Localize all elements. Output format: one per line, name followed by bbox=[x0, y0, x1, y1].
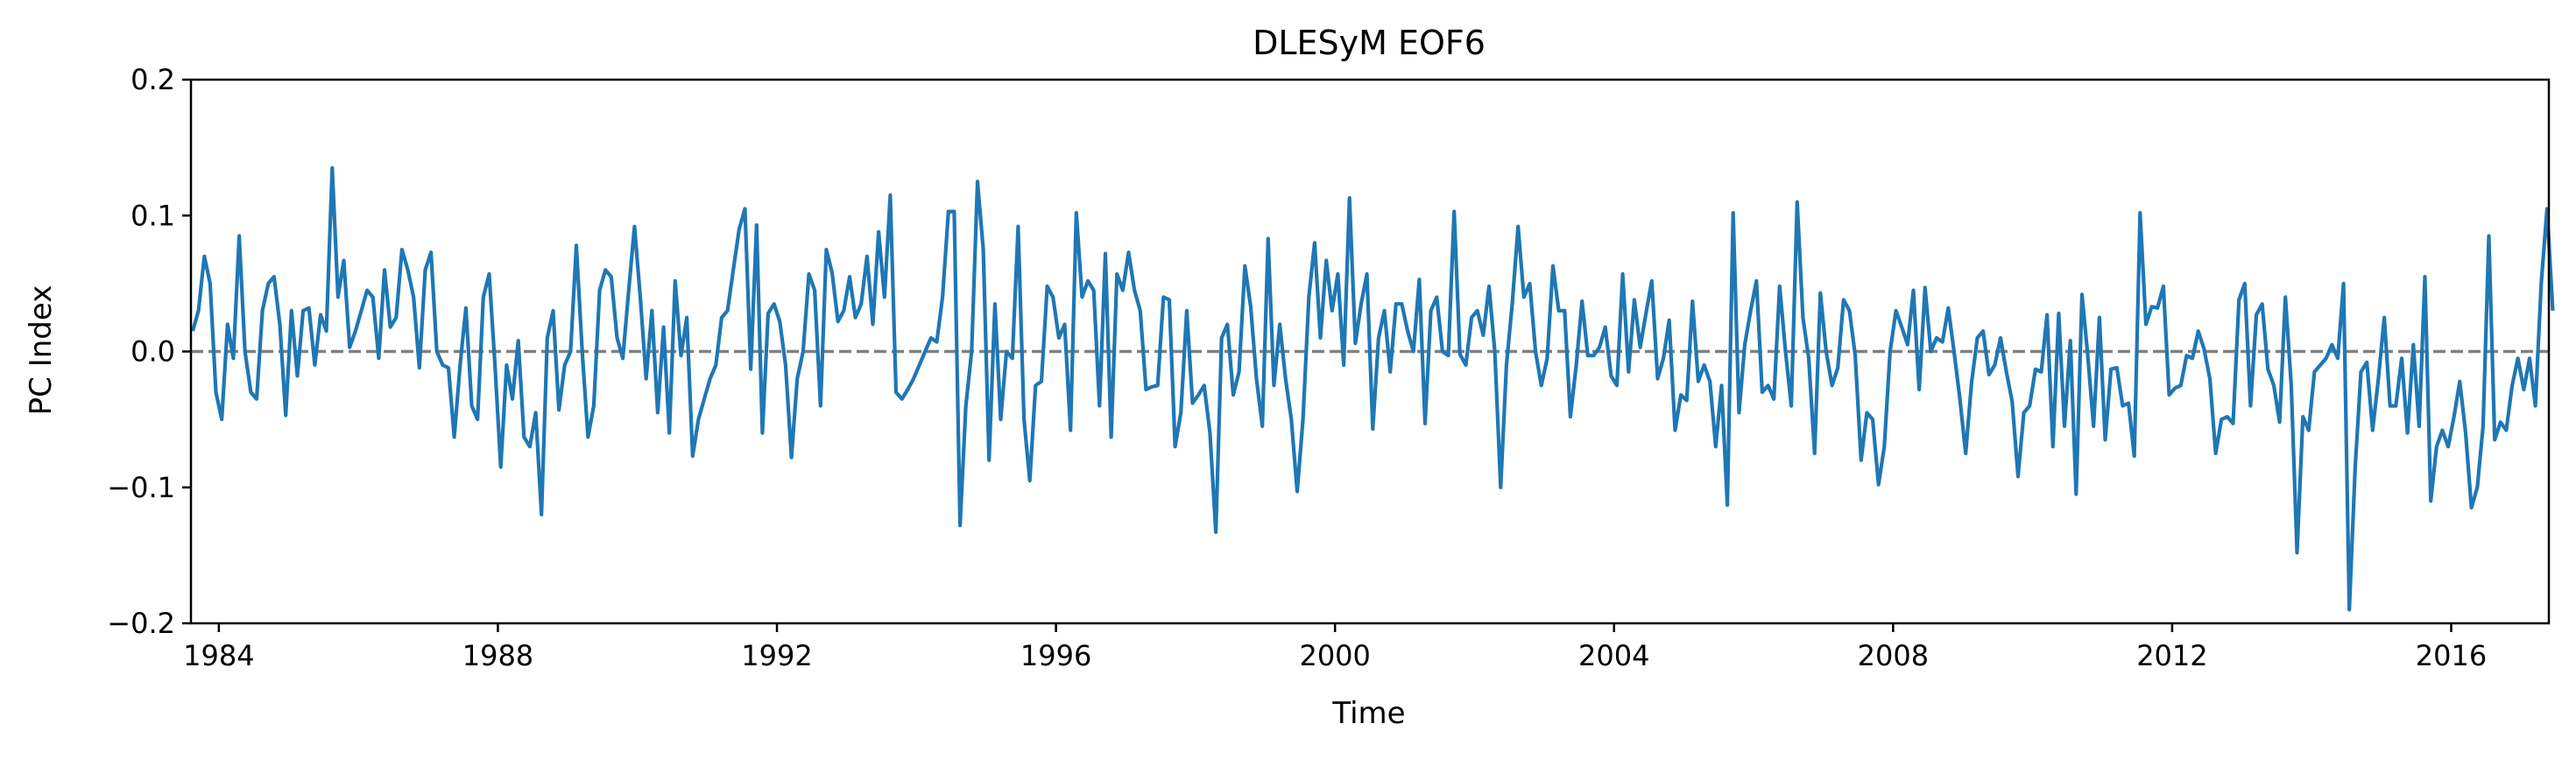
series-line-0 bbox=[190, 165, 2555, 612]
x-axis-label: Time bbox=[1331, 696, 1405, 731]
x-tick-label: 2008 bbox=[1858, 639, 1929, 672]
x-tick-label: 2012 bbox=[2136, 639, 2207, 672]
y-tick-label: 0.2 bbox=[131, 63, 175, 96]
x-tick-label: 1984 bbox=[183, 639, 254, 672]
x-tick-label: 2004 bbox=[1578, 639, 1649, 672]
y-tick-label: 0.0 bbox=[131, 335, 175, 369]
y-tick-label: −0.2 bbox=[107, 607, 175, 640]
y-tick-label: 0.1 bbox=[131, 199, 175, 232]
x-tick-label: 1992 bbox=[741, 639, 812, 672]
x-tick-label: 1988 bbox=[462, 639, 533, 672]
x-tick-label: 2016 bbox=[2416, 639, 2487, 672]
x-tick-label: 1996 bbox=[1020, 639, 1091, 672]
x-tick-label: 2000 bbox=[1299, 639, 1370, 672]
chart-title: DLESyM EOF6 bbox=[1253, 24, 1486, 62]
y-tick-label: −0.1 bbox=[107, 471, 175, 504]
y-axis-label: PC Index bbox=[24, 285, 59, 416]
plot-area: 1984 1988 1992 1996 2000 2004 2008 2012 2016 −0.2… bbox=[107, 63, 2555, 672]
